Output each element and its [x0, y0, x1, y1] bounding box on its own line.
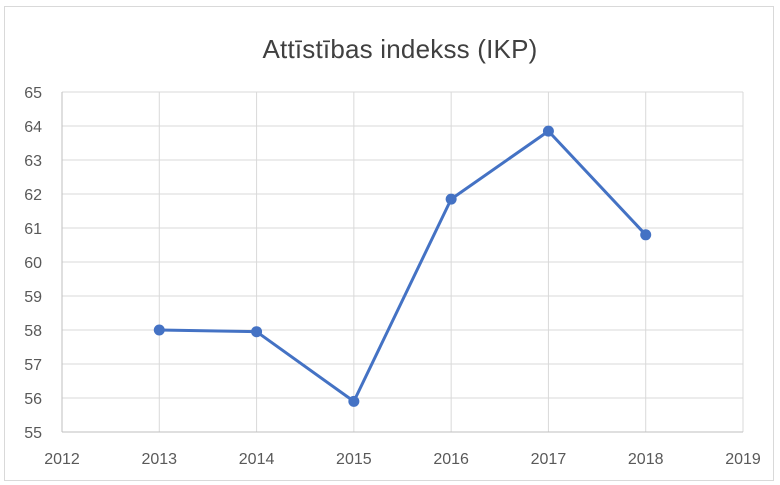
- x-tick-label: 2018: [628, 451, 664, 468]
- data-point: [542, 125, 554, 137]
- y-tick-label: 62: [24, 187, 42, 204]
- x-tick-label: 2015: [336, 451, 372, 468]
- x-tick-label: 2017: [531, 451, 567, 468]
- x-tick-label: 2012: [44, 451, 80, 468]
- y-tick-label: 57: [24, 357, 42, 374]
- x-tick-label: 2019: [725, 451, 761, 468]
- data-point: [640, 229, 652, 241]
- data-point: [445, 193, 457, 205]
- y-tick-label: 60: [24, 255, 42, 272]
- y-tick-label: 58: [24, 323, 42, 340]
- data-point: [251, 326, 263, 338]
- y-tick-label: 63: [24, 153, 42, 170]
- x-tick-label: 2014: [239, 451, 275, 468]
- tick-labels: 55 56 57 58 59 60 61 62 63 64 65 2012 2013 2014 2015 20…: [24, 85, 761, 468]
- x-tick-label: 2013: [141, 451, 177, 468]
- gridlines: [62, 91, 744, 432]
- data-point: [153, 324, 165, 336]
- y-tick-label: 61: [24, 221, 42, 238]
- y-tick-label: 55: [24, 425, 42, 442]
- data-point: [348, 395, 360, 407]
- y-tick-label: 65: [24, 85, 42, 102]
- chart-title: Attīstības indekss (IKP): [262, 34, 538, 64]
- series-line: [157, 129, 648, 403]
- series-layer: [153, 125, 652, 407]
- x-tick-label: 2016: [433, 451, 469, 468]
- y-tick-label: 64: [24, 119, 42, 136]
- y-tick-label: 59: [24, 289, 42, 306]
- axes: [61, 92, 743, 433]
- y-tick-label: 56: [24, 391, 42, 408]
